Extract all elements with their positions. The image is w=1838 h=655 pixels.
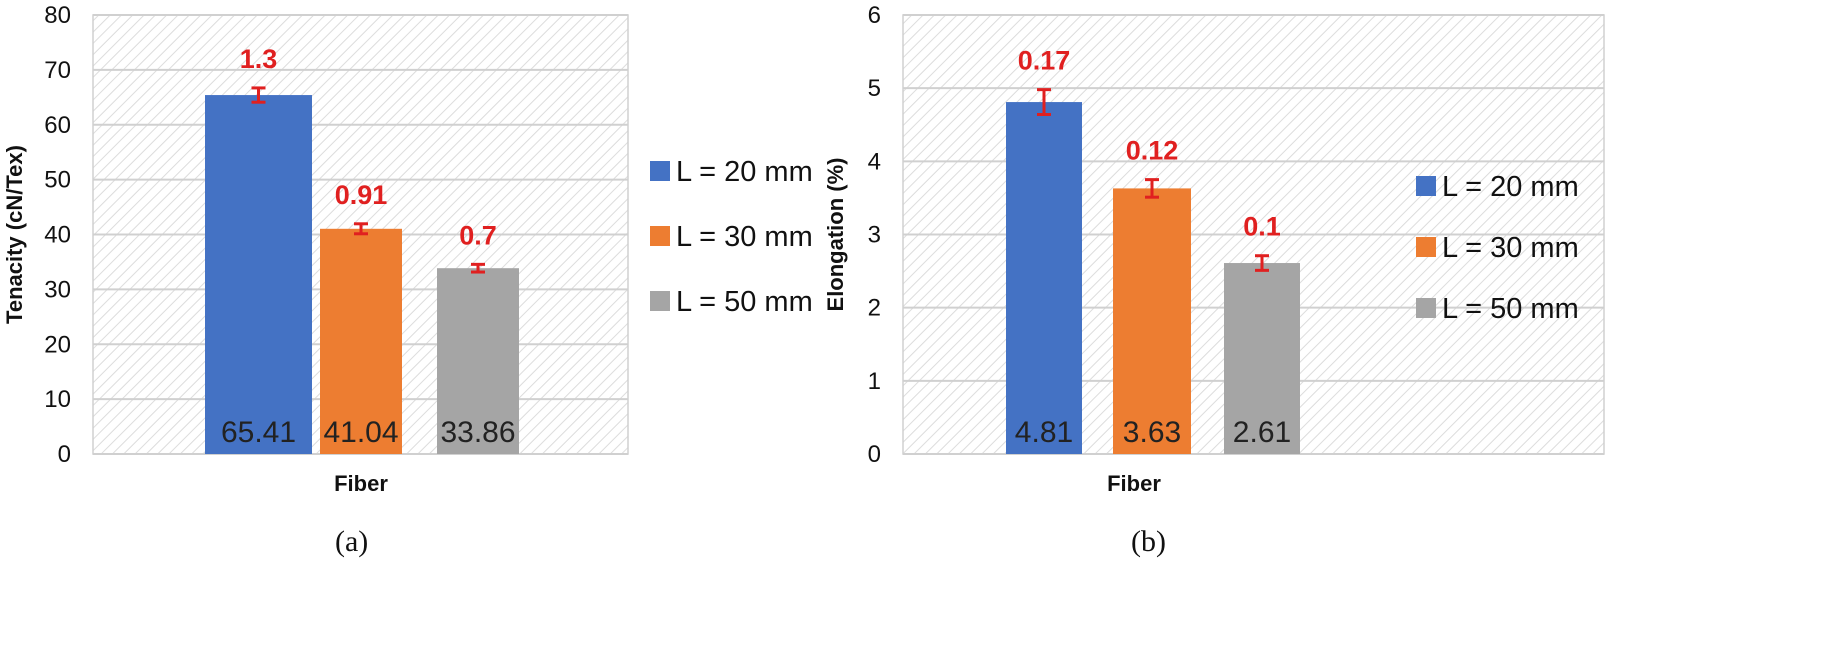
legend-swatch-a-3 — [650, 291, 670, 311]
y-tick-label-b-0: 0 — [868, 441, 881, 468]
bar-a-1 — [205, 95, 312, 454]
y-tick-label-b-4: 4 — [868, 148, 881, 175]
legend-swatch-a-2 — [650, 226, 670, 246]
bar-a-2 — [320, 228, 402, 454]
y-axis-title-b: Elongation (%) — [823, 158, 848, 312]
y-tick-label-b-3: 3 — [868, 222, 881, 249]
legend-label-a-1: L = 20 mm — [676, 156, 813, 188]
y-tick-label-b-5: 5 — [868, 75, 881, 102]
bar-a-3 — [437, 268, 519, 454]
legend-swatch-b-3 — [1416, 298, 1436, 318]
bar-b-1 — [1006, 102, 1082, 455]
bar-value-label-b-3: 2.61 — [1233, 416, 1291, 449]
error-value-label-a-2: 0.91 — [335, 180, 388, 210]
bar-b-3 — [1224, 263, 1300, 454]
legend-label-a-3: L = 50 mm — [676, 286, 813, 318]
error-value-label-a-1: 1.3 — [240, 44, 278, 74]
error-value-label-b-3: 0.1 — [1243, 212, 1281, 242]
chart-panel-b: 0 1 2 3 4 5 6 Elongation (%) Fiber 4.81 0.17 L = 20… — [823, 0, 1838, 655]
y-tick-label-a-20: 20 — [44, 331, 71, 358]
caption-b: (b) — [1131, 525, 1166, 558]
x-axis-title-a: Fiber — [334, 471, 388, 496]
y-tick-label-a-40: 40 — [44, 222, 71, 249]
legend-swatch-a-1 — [650, 161, 670, 181]
bar-value-label-b-1: 4.81 — [1015, 416, 1073, 449]
chart-b-svg: 0 1 2 3 4 5 6 Elongation (%) Fiber 4.81 0.17 L = 20… — [823, 2, 1605, 496]
bar-value-label-b-2: 3.63 — [1123, 416, 1181, 449]
legend-swatch-b-1 — [1416, 176, 1436, 196]
y-tick-label-a-70: 70 — [44, 57, 71, 84]
y-tick-label-b-6: 6 — [868, 2, 881, 29]
y-tick-label-a-0: 0 — [58, 441, 71, 468]
y-tick-label-b-1: 1 — [868, 368, 881, 395]
legend-label-b-3: L = 50 mm — [1442, 293, 1579, 325]
y-tick-label-a-10: 10 — [44, 386, 71, 413]
chart-panel-a: 0 10 20 30 40 50 60 70 80 Tenacity (cN/Tex) Fiber 6… — [2, 2, 813, 558]
bar-value-label-a-3: 33.86 — [440, 416, 515, 449]
legend-label-b-2: L = 30 mm — [1442, 232, 1579, 264]
caption-a: (a) — [335, 525, 369, 558]
x-axis-title-b: Fiber — [1107, 471, 1161, 496]
y-tick-label-a-50: 50 — [44, 167, 71, 194]
bar-value-label-a-2: 41.04 — [323, 416, 398, 449]
error-value-label-b-2: 0.12 — [1126, 136, 1179, 166]
y-tick-label-a-80: 80 — [44, 2, 71, 29]
error-value-label-a-3: 0.7 — [459, 220, 497, 250]
chart-a-svg: 0 10 20 30 40 50 60 70 80 Tenacity (cN/Tex) Fiber 6… — [2, 2, 813, 496]
error-value-label-b-1: 0.17 — [1018, 46, 1071, 76]
y-tick-label-a-60: 60 — [44, 112, 71, 139]
y-tick-label-a-30: 30 — [44, 276, 71, 303]
bar-b-2 — [1113, 188, 1191, 454]
bar-value-label-a-1: 65.41 — [221, 416, 296, 449]
legend-label-b-1: L = 20 mm — [1442, 171, 1579, 203]
y-axis-title-a: Tenacity (cN/Tex) — [2, 145, 27, 324]
y-tick-label-b-2: 2 — [868, 295, 881, 322]
legend-swatch-b-2 — [1416, 237, 1436, 257]
legend-label-a-2: L = 30 mm — [676, 221, 813, 253]
